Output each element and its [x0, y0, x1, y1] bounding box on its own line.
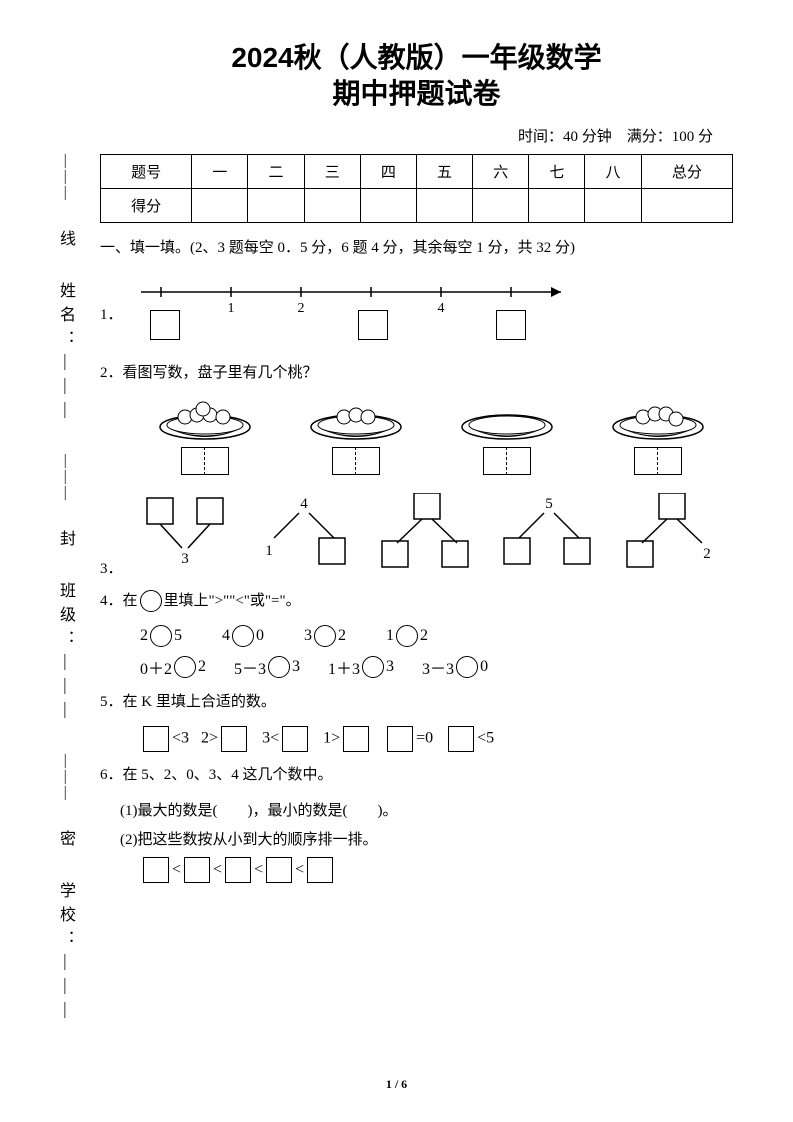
plates-row	[130, 397, 733, 475]
answer-box[interactable]	[496, 310, 526, 340]
class-label: 班级：———	[53, 582, 77, 726]
answer-box[interactable]	[483, 447, 531, 475]
seal-line: ———	[57, 754, 73, 802]
plate-icon	[155, 397, 255, 442]
svg-text:3: 3	[181, 551, 189, 567]
answer-circle[interactable]	[362, 656, 384, 678]
section-1-header: 一、填一填。(2、3 题每空 0．5 分，6 题 4 分，其余每空 1 分，共 …	[100, 235, 733, 262]
svg-text:5: 5	[545, 496, 553, 512]
svg-text:4: 4	[300, 496, 308, 512]
plate-item	[306, 397, 406, 475]
answer-box[interactable]	[307, 857, 333, 883]
answer-box[interactable]	[332, 447, 380, 475]
plate-item	[608, 397, 708, 475]
question-6-1: (1)最大的数是( )，最小的数是( )。	[120, 799, 733, 820]
answer-circle[interactable]	[456, 656, 478, 678]
answer-circle[interactable]	[150, 625, 172, 647]
plate-item	[155, 397, 255, 475]
question-2: 2．看图写数，盘子里有几个桃？	[100, 360, 733, 387]
question-6-2: (2)把这些数按从小到大的顺序排一排。	[120, 828, 733, 849]
answer-box[interactable]	[448, 726, 474, 752]
answer-circle[interactable]	[396, 625, 418, 647]
plate-icon	[457, 397, 557, 442]
name-label: 姓名：———	[53, 282, 77, 426]
question-5: 5．在 K 里填上合适的数。	[100, 689, 733, 716]
answer-circle[interactable]	[268, 656, 290, 678]
meta-info: 时间：40 分钟 满分：100 分	[100, 125, 713, 146]
answer-box[interactable]	[266, 857, 292, 883]
answer-box[interactable]	[225, 857, 251, 883]
page-title: 2024秋（人教版）一年级数学 期中押题试卷	[100, 40, 733, 113]
question-4: 4．在里填上">""<"或"="。	[100, 588, 733, 615]
number-bond-icon: 3	[142, 493, 232, 568]
answer-box[interactable]	[150, 310, 180, 340]
plate-icon	[608, 397, 708, 442]
number-bond-icon: 2	[622, 493, 722, 568]
table-row: 题号 一 二 三 四 五 六 七 八 总分	[101, 154, 733, 188]
answer-circle[interactable]	[314, 625, 336, 647]
page-number: 1 / 6	[386, 1077, 407, 1092]
answer-box[interactable]	[184, 857, 210, 883]
answer-circle[interactable]	[232, 625, 254, 647]
binding-sidebar: ——— 线 姓名：——— ——— 封 班级：——— ——— 密 学校：———	[40, 140, 90, 1040]
answer-box[interactable]	[634, 447, 682, 475]
circle-blank-icon	[140, 590, 162, 612]
plate-item	[457, 397, 557, 475]
answer-box[interactable]	[143, 726, 169, 752]
seal-line: ———	[57, 454, 73, 502]
fill-row: <3 2> 3< 1> =0 <5	[140, 726, 733, 752]
number-bond-icon: 4 1	[254, 493, 354, 568]
question-3: 3． 3 4 1 5	[100, 483, 733, 578]
number-bond-icon	[377, 493, 477, 568]
school-label: 学校：———	[53, 882, 77, 1026]
seal-char: 封	[53, 530, 77, 554]
answer-circle[interactable]	[174, 656, 196, 678]
answer-box[interactable]	[343, 726, 369, 752]
answer-box[interactable]	[358, 310, 388, 340]
seal-line: ———	[57, 154, 73, 202]
compare-row-1: 25 40 32 12	[140, 625, 733, 647]
svg-text:1: 1	[265, 543, 273, 559]
seal-char: 线	[53, 230, 77, 254]
answer-box[interactable]	[387, 726, 413, 752]
score-table: 题号 一 二 三 四 五 六 七 八 总分 得分	[100, 154, 733, 223]
answer-box[interactable]	[221, 726, 247, 752]
seal-char: 密	[53, 830, 77, 854]
svg-text:2: 2	[703, 546, 711, 562]
answer-box[interactable]	[282, 726, 308, 752]
question-6: 6．在 5、2、0、3、4 这几个数中。	[100, 762, 733, 789]
compare-row-2: 0＋22 5－33 1＋33 3－30	[140, 655, 733, 679]
order-boxes: < < < <	[140, 857, 733, 883]
number-bond-icon: 5	[499, 493, 599, 568]
table-row: 得分	[101, 188, 733, 222]
answer-box[interactable]	[181, 447, 229, 475]
answer-box[interactable]	[143, 857, 169, 883]
plate-icon	[306, 397, 406, 442]
